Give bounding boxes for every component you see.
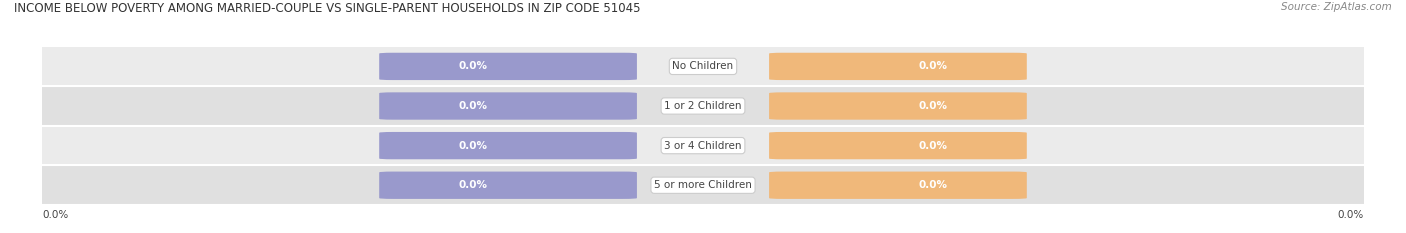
Text: 0.0%: 0.0%	[458, 101, 488, 111]
Text: 0.0%: 0.0%	[918, 180, 948, 190]
Text: 0.0%: 0.0%	[1337, 210, 1364, 220]
Text: 0.0%: 0.0%	[918, 141, 948, 151]
Text: 0.0%: 0.0%	[918, 62, 948, 71]
Text: No Children: No Children	[672, 62, 734, 71]
FancyBboxPatch shape	[42, 47, 1364, 86]
FancyBboxPatch shape	[769, 132, 1026, 159]
Text: INCOME BELOW POVERTY AMONG MARRIED-COUPLE VS SINGLE-PARENT HOUSEHOLDS IN ZIP COD: INCOME BELOW POVERTY AMONG MARRIED-COUPL…	[14, 2, 641, 15]
Text: 5 or more Children: 5 or more Children	[654, 180, 752, 190]
FancyBboxPatch shape	[42, 86, 1364, 126]
Text: 1 or 2 Children: 1 or 2 Children	[664, 101, 742, 111]
Text: 0.0%: 0.0%	[458, 180, 488, 190]
FancyBboxPatch shape	[42, 126, 1364, 165]
Text: 0.0%: 0.0%	[42, 210, 69, 220]
FancyBboxPatch shape	[380, 92, 637, 120]
Text: 0.0%: 0.0%	[918, 101, 948, 111]
FancyBboxPatch shape	[769, 171, 1026, 199]
FancyBboxPatch shape	[380, 53, 637, 80]
FancyBboxPatch shape	[769, 53, 1026, 80]
FancyBboxPatch shape	[42, 165, 1364, 205]
Text: Source: ZipAtlas.com: Source: ZipAtlas.com	[1281, 2, 1392, 12]
Text: 3 or 4 Children: 3 or 4 Children	[664, 141, 742, 151]
FancyBboxPatch shape	[380, 171, 637, 199]
Text: 0.0%: 0.0%	[458, 141, 488, 151]
Text: 0.0%: 0.0%	[458, 62, 488, 71]
FancyBboxPatch shape	[769, 92, 1026, 120]
FancyBboxPatch shape	[380, 132, 637, 159]
